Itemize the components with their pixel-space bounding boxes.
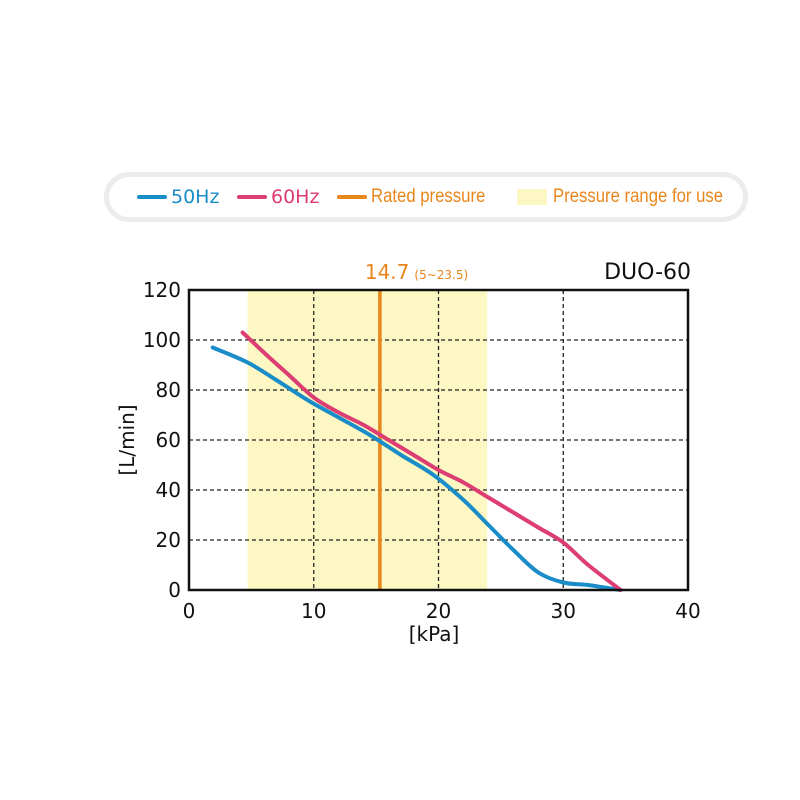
x-tick-label: 40 (675, 599, 700, 623)
y-tick-label: 0 (168, 578, 181, 602)
y-tick-label: 60 (156, 428, 181, 452)
y-tick-label: 20 (156, 528, 181, 552)
legend-swatch-60hz (237, 195, 267, 199)
legend-swatch-50hz (137, 195, 167, 199)
y-tick-label: 100 (143, 328, 181, 352)
legend-item-pressure-range: Pressure range for use (517, 177, 746, 217)
legend-item-60hz: 60Hz (237, 177, 319, 217)
x-tick-label: 0 (183, 599, 196, 623)
y-tick-label: 120 (143, 278, 181, 302)
legend: 50Hz 60Hz Rated pressure Pressure range … (104, 172, 748, 222)
legend-label-pressure-range: Pressure range for use (553, 186, 724, 207)
legend-swatch-pressure-range (517, 189, 547, 205)
legend-item-50hz: 50Hz (137, 177, 219, 217)
y-tick-label: 40 (156, 478, 181, 502)
legend-label-rated-pressure: Rated pressure (371, 186, 486, 207)
rated-pressure-range: (5~23.5) (414, 268, 468, 282)
plot-frame (187, 288, 690, 592)
x-tick-label: 20 (426, 599, 451, 623)
legend-label-60hz: 60Hz (271, 186, 320, 208)
model-label: DUO-60 (604, 260, 691, 285)
x-tick-label: 30 (551, 599, 576, 623)
rated-pressure-value: 14.7 (365, 260, 410, 284)
rated-pressure-label: 14.7 (5~23.5) (365, 260, 468, 284)
series-line-50hz (210, 345, 623, 592)
legend-swatch-rated-pressure (337, 195, 367, 199)
series-line-60hz (240, 330, 623, 592)
y-axis-title: [L/min] (115, 404, 139, 475)
legend-item-rated-pressure: Rated pressure (337, 177, 501, 217)
legend-label-50hz: 50Hz (171, 186, 220, 208)
x-tick-label: 10 (301, 599, 326, 623)
y-tick-label: 80 (156, 378, 181, 402)
x-axis-title: [kPa] (409, 622, 460, 646)
